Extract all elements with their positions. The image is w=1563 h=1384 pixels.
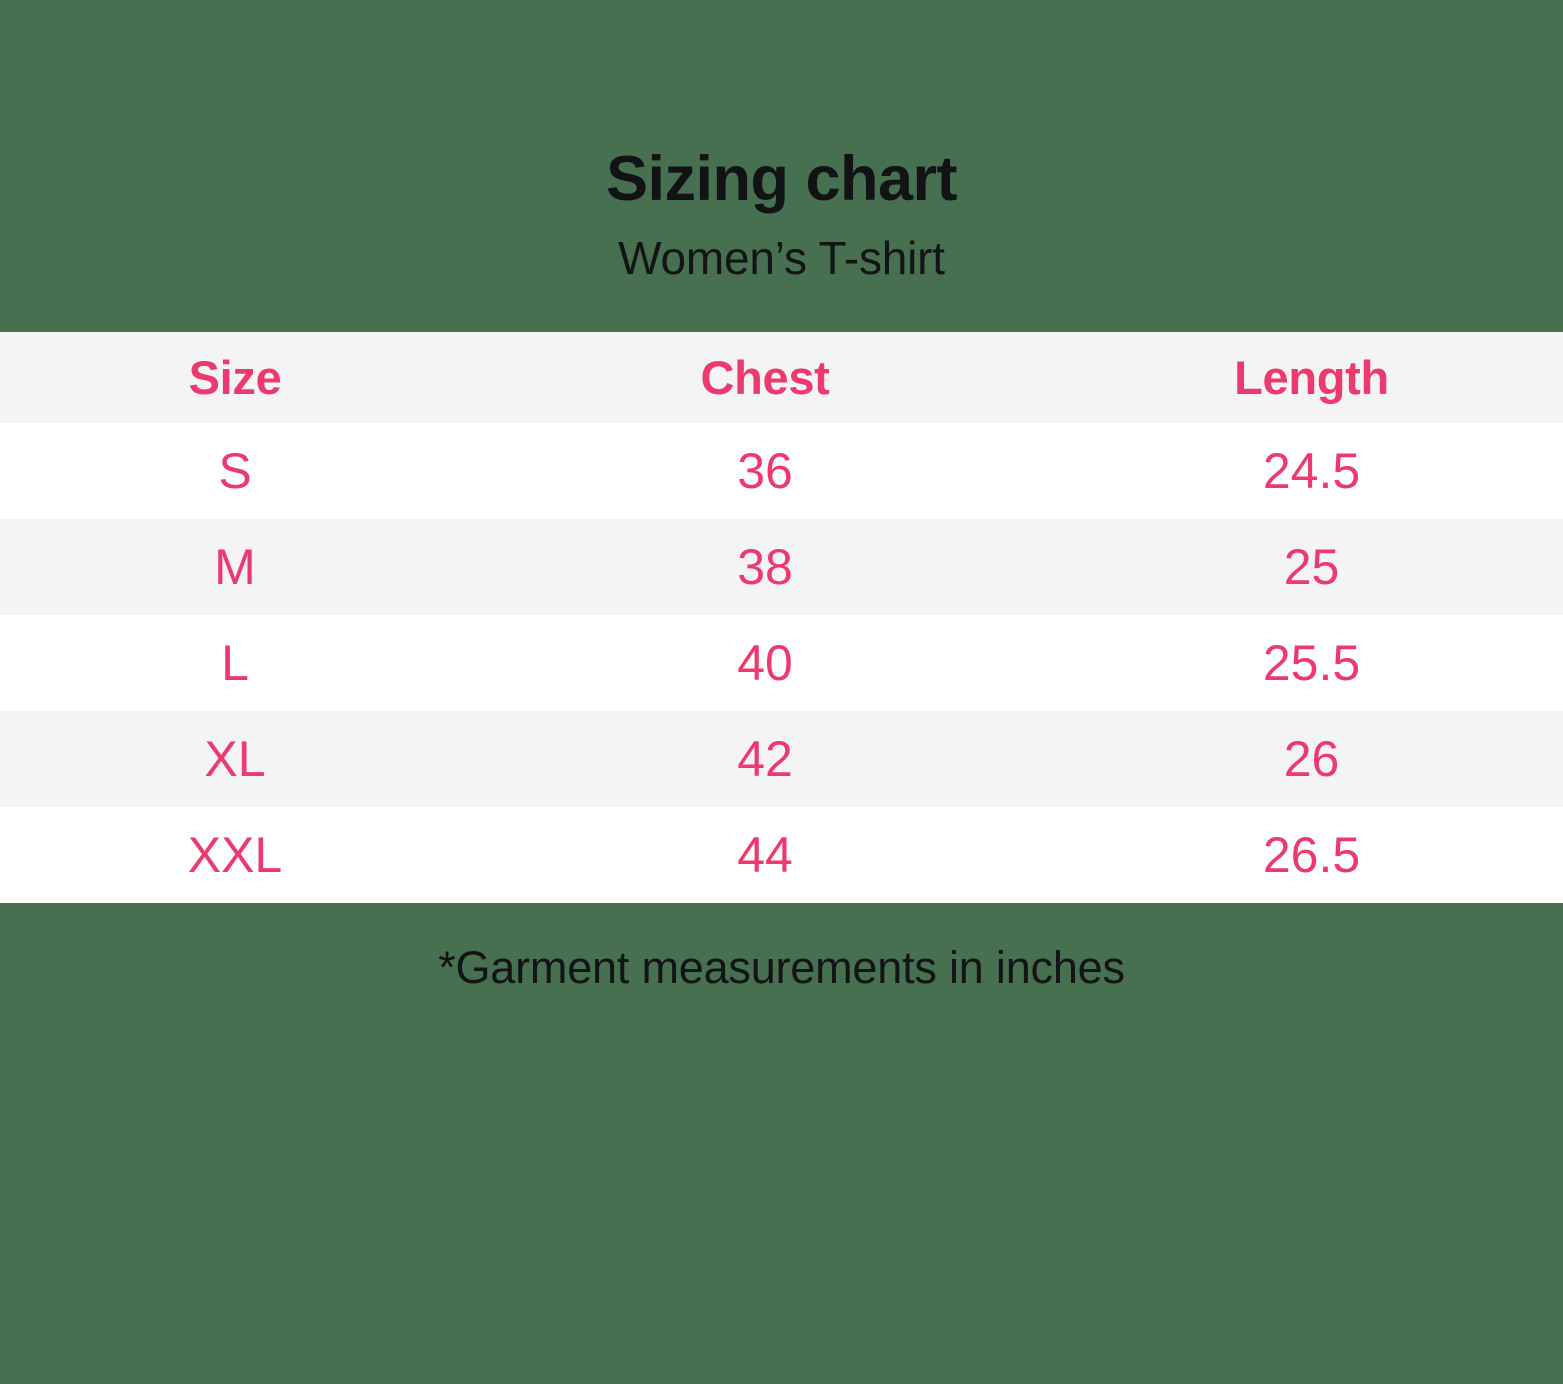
cell-chest: 44 bbox=[737, 827, 793, 883]
table-row: XXL 44 26.5 bbox=[0, 807, 1563, 903]
table-row: M 38 25 bbox=[0, 519, 1563, 615]
cell-chest: 42 bbox=[737, 731, 793, 787]
page-subtitle: Women’s T-shirt bbox=[618, 232, 945, 284]
measurement-note: *Garment measurements in inches bbox=[438, 942, 1125, 993]
sizing-table: Size Chest Length S 36 24.5 M 38 25 L 40… bbox=[0, 332, 1563, 903]
cell-length: 24.5 bbox=[1262, 443, 1361, 499]
cell-length: 26 bbox=[1283, 731, 1340, 787]
column-header-chest: Chest bbox=[700, 351, 830, 404]
cell-size: S bbox=[218, 443, 252, 499]
table-row: S 36 24.5 bbox=[0, 423, 1563, 519]
footnote-block: *Garment measurements in inches bbox=[0, 903, 1563, 1384]
cell-length: 25 bbox=[1283, 539, 1340, 595]
cell-chest: 38 bbox=[737, 539, 793, 595]
cell-size: L bbox=[221, 635, 249, 691]
header-block: Sizing chart Women’s T-shirt bbox=[0, 0, 1563, 332]
column-header-length: Length bbox=[1234, 351, 1389, 404]
cell-length: 26.5 bbox=[1262, 827, 1361, 883]
cell-size: M bbox=[214, 539, 256, 595]
cell-size: XL bbox=[204, 731, 266, 787]
column-header-size: Size bbox=[188, 351, 282, 404]
table-header-row: Size Chest Length bbox=[0, 332, 1563, 423]
table-row: L 40 25.5 bbox=[0, 615, 1563, 711]
cell-chest: 36 bbox=[737, 443, 793, 499]
cell-size: XXL bbox=[187, 827, 283, 883]
cell-chest: 40 bbox=[737, 635, 793, 691]
table-row: XL 42 26 bbox=[0, 711, 1563, 807]
page-title: Sizing chart bbox=[605, 144, 958, 214]
cell-length: 25.5 bbox=[1262, 635, 1361, 691]
